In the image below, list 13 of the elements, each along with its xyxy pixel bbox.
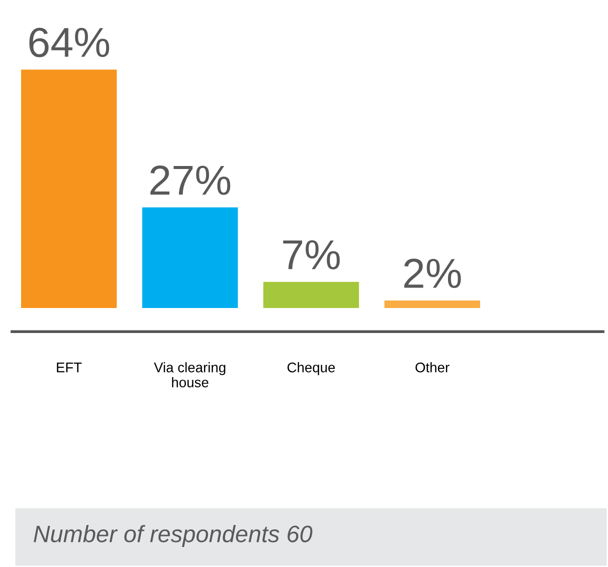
data-label: 2% [404, 258, 461, 288]
x-tick-label: Cheque [288, 362, 335, 376]
bar [384, 300, 480, 308]
data-label: 7% [283, 240, 340, 270]
x-tick-label: Other [416, 362, 450, 372]
data-label: 27% [150, 166, 230, 195]
x-tick-label: EFT [56, 362, 82, 372]
bar [142, 207, 238, 308]
data-label: 64% [29, 28, 110, 58]
text: Number of respondents 60 [34, 524, 312, 548]
bar [21, 70, 117, 308]
x-tick-label: Via clearing house [154, 362, 226, 388]
bar [263, 282, 359, 308]
